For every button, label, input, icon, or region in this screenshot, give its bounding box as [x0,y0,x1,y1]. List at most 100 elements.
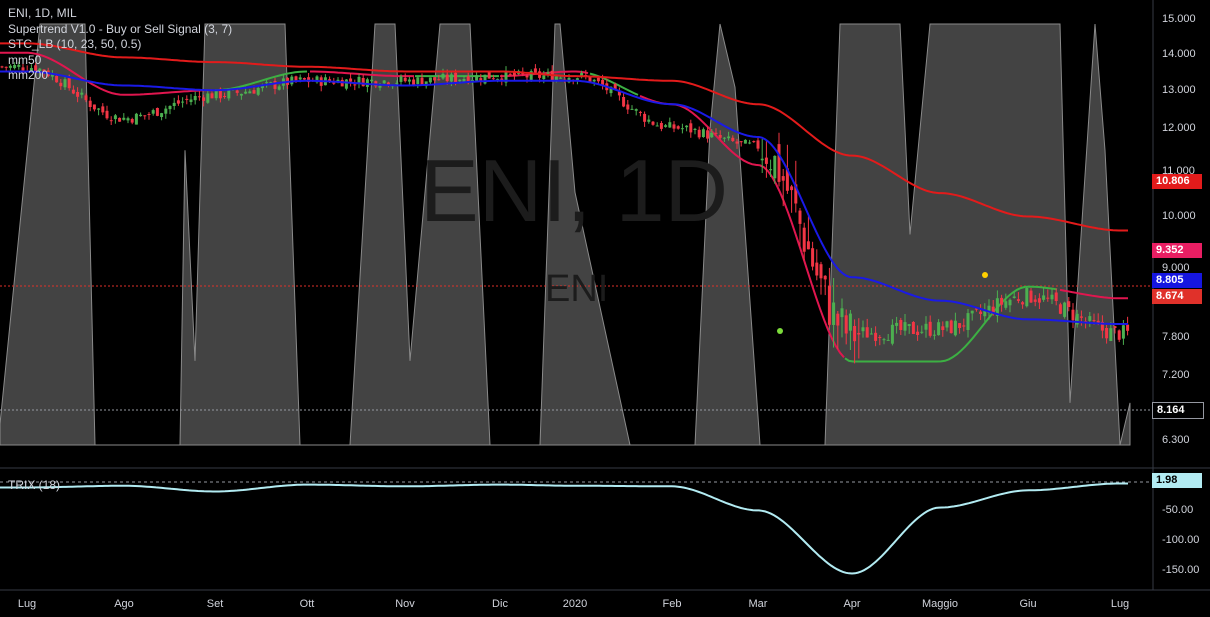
candle-body [21,67,25,71]
symbol-title[interactable]: ENI, 1D, MIL [8,6,77,20]
reference-lines [0,285,1153,483]
candle-body [1079,316,1083,318]
candle-body [525,75,529,78]
candle-body [911,322,915,334]
sell-signal-dot [982,272,988,278]
candle-body [273,81,277,89]
candle-body [63,79,67,88]
candle-body [710,132,714,138]
watermark-symbol: ENI [545,268,609,310]
candle-body [244,91,248,94]
candle-body [420,77,424,85]
candle-body [638,111,642,113]
candle-body [164,108,168,114]
candle-body [92,104,96,110]
candle-body [941,326,945,330]
candle-body [399,76,403,82]
candle-body [1071,309,1075,321]
candle-body [1100,321,1104,331]
indicator-supertrend-label[interactable]: Supertrend V1.0 - Buy or Sell Signal (3,… [8,21,233,36]
candle-body [361,78,365,87]
candle-body [235,90,239,93]
candle-body [916,331,920,335]
candle-body [202,97,206,101]
indicator-mm200-label[interactable]: mm200 [8,68,49,82]
candle-body [962,325,966,327]
candle-body [701,129,705,137]
candle-body [239,93,243,96]
candle-body [126,118,130,121]
candle-body [1126,324,1130,331]
candle-body [794,184,798,204]
candle-body [853,326,857,342]
candle-body [1046,297,1050,299]
candle-body [59,82,63,87]
candle-body [542,75,546,79]
candle-body [1033,299,1037,302]
candle-body [832,302,836,325]
candle-body [458,79,462,82]
candle-body [508,73,512,75]
candle-body [71,89,75,94]
candle-body [886,339,890,341]
candle-body [256,88,260,95]
candle-body [647,119,651,122]
candle-body [424,81,428,87]
buy-signal-dot [777,328,783,334]
candle-body [378,85,382,88]
time-tick: Apr [843,598,861,610]
candle-body [840,308,844,318]
candle-body [307,77,311,83]
indicator-mm50-label[interactable]: mm50 [8,52,42,67]
candle-body [109,120,113,122]
candle-body [722,137,726,139]
supertrend-segment [20,51,212,96]
candle-body [920,331,924,333]
candle-body [357,76,361,84]
candle-body [168,106,172,110]
indicator-stc-label[interactable]: STC_LB (10, 23, 50, 0.5) [8,37,142,51]
candle-body [290,76,294,85]
candle-body [437,79,441,81]
candle-body [760,158,764,161]
candle-body [529,71,533,81]
candle-body [937,322,941,336]
candle-body [689,123,693,133]
candle-body [223,96,227,97]
candle-body [382,80,386,84]
candle-body [554,76,558,82]
candle-body [680,128,684,130]
candle-body [462,79,466,82]
candle-body [928,321,932,336]
candle-body [966,313,970,330]
candle-body [731,137,735,141]
candle-body [685,125,689,128]
candle-body [546,72,550,75]
candle-body [1075,313,1079,325]
candle-body [869,333,873,335]
watermark-symbol-timeframe: ENI, 1D [420,141,729,240]
candle-body [328,79,332,82]
candle-body [798,210,802,224]
candle-body [735,141,739,144]
candle-body [979,311,983,314]
price-tick: 12.000 [1162,122,1196,134]
candle-body [315,76,319,83]
candle-body [727,136,731,139]
price-tick: 15.000 [1162,13,1196,25]
candle-body [294,76,298,81]
trix-indicator-label[interactable]: TRIX (18) [8,478,61,492]
candle-body [8,65,12,68]
candle-body [269,82,273,84]
candle-body [693,128,697,130]
candle-body [668,122,672,128]
candle-body [819,264,823,279]
candle-body [533,68,537,73]
price-tick: 10.000 [1162,210,1196,222]
candle-body [848,313,852,331]
candle-body [13,65,17,69]
candle-body [659,123,663,129]
candle-body [407,79,411,82]
candle-body [874,332,878,341]
